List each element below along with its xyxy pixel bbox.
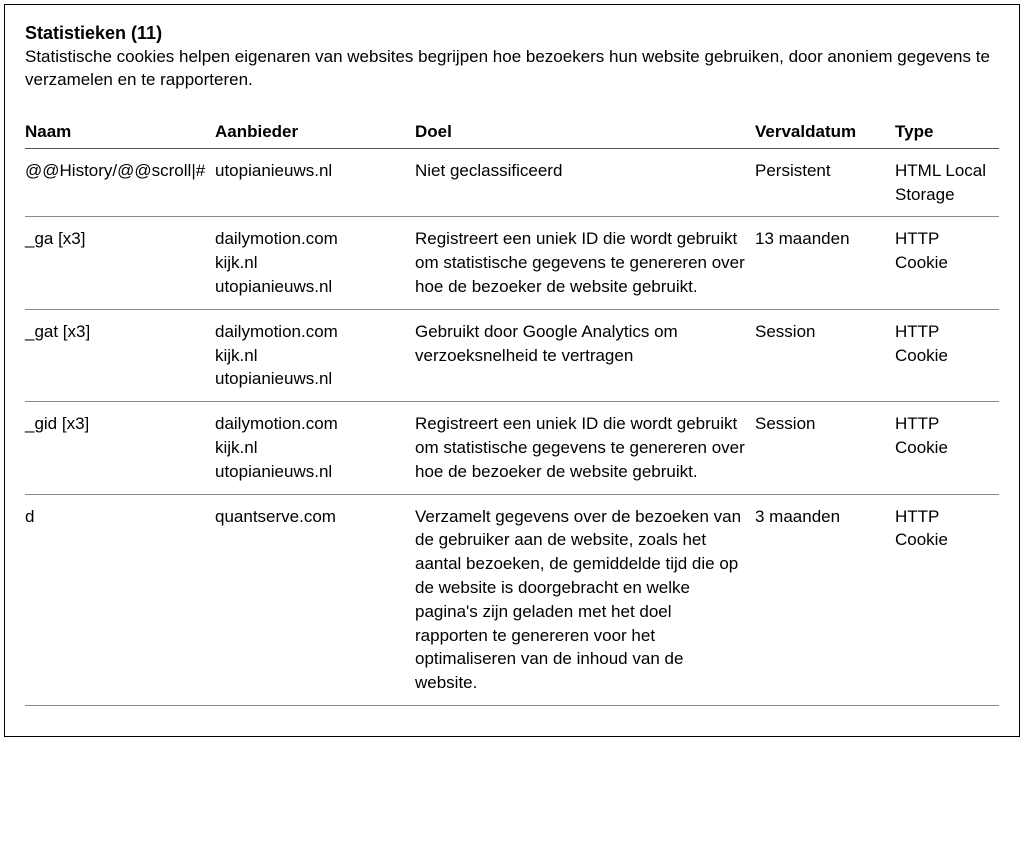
cell-provider: dailymotion.comkijk.nlutopianieuws.nl bbox=[215, 402, 415, 494]
provider-host: utopianieuws.nl bbox=[215, 275, 409, 299]
cell-type: HTTP Cookie bbox=[895, 309, 999, 401]
cell-type: HTTP Cookie bbox=[895, 494, 999, 705]
cell-type: HTTP Cookie bbox=[895, 217, 999, 309]
cell-name: _gid [x3] bbox=[25, 402, 215, 494]
cell-provider: utopianieuws.nl bbox=[215, 148, 415, 217]
cell-purpose: Niet geclassificeerd bbox=[415, 148, 755, 217]
col-header-type: Type bbox=[895, 116, 999, 149]
provider-host: utopianieuws.nl bbox=[215, 460, 409, 484]
provider-host: kijk.nl bbox=[215, 344, 409, 368]
cell-name: @@History/@@scroll|# bbox=[25, 148, 215, 217]
cell-provider: quantserve.com bbox=[215, 494, 415, 705]
table-row: dquantserve.comVerzamelt gegevens over d… bbox=[25, 494, 999, 705]
table-body: @@History/@@scroll|#utopianieuws.nlNiet … bbox=[25, 148, 999, 705]
col-header-provider: Aanbieder bbox=[215, 116, 415, 149]
cell-expiry: Persistent bbox=[755, 148, 895, 217]
cell-type: HTML Local Storage bbox=[895, 148, 999, 217]
section-description: Statistische cookies helpen eigenaren va… bbox=[25, 46, 999, 92]
cell-provider: dailymotion.comkijk.nlutopianieuws.nl bbox=[215, 217, 415, 309]
section-title: Statistieken (11) bbox=[25, 23, 999, 44]
cookie-table: Naam Aanbieder Doel Vervaldatum Type @@H… bbox=[25, 116, 999, 706]
cookie-statistics-panel: Statistieken (11) Statistische cookies h… bbox=[4, 4, 1020, 737]
provider-host: dailymotion.com bbox=[215, 412, 409, 436]
cell-expiry: 13 maanden bbox=[755, 217, 895, 309]
cell-purpose: Verzamelt gegevens over de bezoeken van … bbox=[415, 494, 755, 705]
cell-purpose: Registreert een uniek ID die wordt gebru… bbox=[415, 402, 755, 494]
col-header-name: Naam bbox=[25, 116, 215, 149]
cell-name: _gat [x3] bbox=[25, 309, 215, 401]
col-header-expiry: Vervaldatum bbox=[755, 116, 895, 149]
provider-host: utopianieuws.nl bbox=[215, 159, 409, 183]
col-header-purpose: Doel bbox=[415, 116, 755, 149]
cell-purpose: Registreert een uniek ID die wordt gebru… bbox=[415, 217, 755, 309]
cell-type: HTTP Cookie bbox=[895, 402, 999, 494]
table-row: _gat [x3]dailymotion.comkijk.nlutopianie… bbox=[25, 309, 999, 401]
provider-host: kijk.nl bbox=[215, 251, 409, 275]
provider-host: dailymotion.com bbox=[215, 320, 409, 344]
provider-host: kijk.nl bbox=[215, 436, 409, 460]
provider-host: quantserve.com bbox=[215, 505, 409, 529]
cell-purpose: Gebruikt door Google Analytics om verzoe… bbox=[415, 309, 755, 401]
cell-expiry: Session bbox=[755, 402, 895, 494]
cell-expiry: 3 maanden bbox=[755, 494, 895, 705]
table-row: _ga [x3]dailymotion.comkijk.nlutopianieu… bbox=[25, 217, 999, 309]
cell-name: _ga [x3] bbox=[25, 217, 215, 309]
provider-host: utopianieuws.nl bbox=[215, 367, 409, 391]
cell-expiry: Session bbox=[755, 309, 895, 401]
table-row: _gid [x3]dailymotion.comkijk.nlutopianie… bbox=[25, 402, 999, 494]
cell-name: d bbox=[25, 494, 215, 705]
table-row: @@History/@@scroll|#utopianieuws.nlNiet … bbox=[25, 148, 999, 217]
cell-provider: dailymotion.comkijk.nlutopianieuws.nl bbox=[215, 309, 415, 401]
table-header-row: Naam Aanbieder Doel Vervaldatum Type bbox=[25, 116, 999, 149]
provider-host: dailymotion.com bbox=[215, 227, 409, 251]
